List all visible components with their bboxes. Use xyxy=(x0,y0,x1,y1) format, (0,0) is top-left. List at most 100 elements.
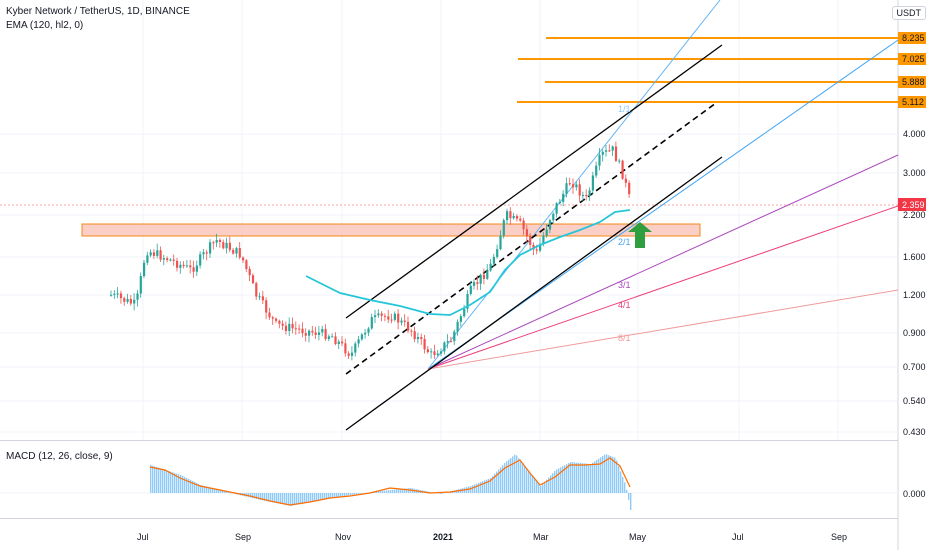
candle-body xyxy=(196,266,198,272)
candle-body xyxy=(536,249,538,250)
time-label-sep-2: Sep xyxy=(831,532,847,542)
macd-hist-bar xyxy=(304,493,305,503)
candle-body xyxy=(344,343,346,353)
candle-body xyxy=(249,269,251,275)
candle-body xyxy=(235,248,237,254)
macd-hist-bar xyxy=(630,493,631,510)
macd-hist-bar xyxy=(536,481,537,493)
candle-body xyxy=(133,300,135,304)
candle-body xyxy=(476,282,478,284)
time-label-nov: Nov xyxy=(335,532,352,542)
fan-line-8-1 xyxy=(428,290,898,369)
macd-hist-bar xyxy=(392,490,393,493)
candle-body xyxy=(433,351,435,355)
candle-body xyxy=(308,331,310,336)
time-axis-svg[interactable]: Jul Sep Nov 2021 Mar May Jul Sep xyxy=(0,518,932,550)
last-price-tag: 2.359 xyxy=(902,200,925,210)
ema-legend[interactable]: EMA (120, hl2, 0) xyxy=(6,19,83,33)
candle-body xyxy=(420,337,422,339)
candle-body xyxy=(252,275,254,283)
time-axis[interactable]: Jul Sep Nov 2021 Mar May Jul Sep xyxy=(0,518,932,550)
candle-body xyxy=(440,351,442,353)
candle-body xyxy=(486,270,488,278)
candle-body xyxy=(404,321,406,322)
candle-body xyxy=(315,332,317,335)
macd-hist-bar xyxy=(166,470,167,493)
candle-body xyxy=(301,329,303,333)
macd-legend[interactable]: MACD (12, 26, close, 9) xyxy=(6,450,113,464)
macd-hist-bar xyxy=(390,490,391,493)
currency-button[interactable]: USDT xyxy=(892,6,927,20)
macd-hist-bar xyxy=(588,464,589,493)
macd-hist-bar xyxy=(532,476,533,493)
price-pane[interactable]: 1/1 2/1 3/1 4/1 8/1 4.000 3.000 2.200 1.… xyxy=(0,0,932,440)
macd-hist-bar xyxy=(506,461,507,493)
macd-hist-bar xyxy=(308,493,309,502)
candle-body xyxy=(120,293,122,298)
macd-hist-bar xyxy=(576,463,577,493)
level-tag-8235: 8.235 xyxy=(902,33,925,43)
price-tick: 0.900 xyxy=(903,328,926,338)
price-chart[interactable]: 1/1 2/1 3/1 4/1 8/1 4.000 3.000 2.200 1.… xyxy=(0,0,932,440)
candle-body xyxy=(585,195,587,196)
time-label-2021: 2021 xyxy=(433,532,453,542)
candle-body xyxy=(493,257,495,264)
candle-body xyxy=(216,240,218,243)
macd-hist-bar xyxy=(472,485,473,493)
candle-body xyxy=(602,152,604,155)
candle-body xyxy=(278,321,280,324)
candle-body xyxy=(506,211,508,220)
macd-hist-bar xyxy=(622,477,623,493)
macd-hist-bar xyxy=(342,493,343,496)
macd-hist-bar xyxy=(278,493,279,504)
candle-body xyxy=(523,221,525,230)
macd-hist-bar xyxy=(572,462,573,493)
candle-body xyxy=(202,252,204,254)
macd-hist-bar xyxy=(312,493,313,502)
gann-fan[interactable] xyxy=(428,0,898,369)
macd-hist-bar xyxy=(540,486,541,493)
candle-body xyxy=(331,336,333,337)
candle-body xyxy=(127,299,129,302)
macd-hist-bar xyxy=(578,463,579,493)
candle-body xyxy=(546,230,548,236)
candle-body xyxy=(526,229,528,236)
symbol-legend[interactable]: Kyber Network / TetherUS, 1D, BINANCE xyxy=(6,5,190,19)
support-zone[interactable] xyxy=(82,224,700,236)
macd-hist-bar xyxy=(558,468,559,493)
macd-hist-bar xyxy=(296,493,297,505)
candle-body xyxy=(226,243,228,248)
candle-body xyxy=(140,276,142,293)
macd-hist-bar xyxy=(294,493,295,505)
macd-histogram xyxy=(150,454,631,510)
macd-hist-bar xyxy=(592,463,593,493)
candle-body xyxy=(338,342,340,344)
macd-hist-bar xyxy=(522,464,523,493)
candle-body xyxy=(143,263,145,276)
candle-body xyxy=(516,216,518,219)
candle-body xyxy=(427,349,429,352)
macd-hist-bar xyxy=(226,492,227,493)
candle-body xyxy=(572,184,574,187)
macd-pane[interactable]: 0.000 MACD (12, 26, close, 9) xyxy=(0,440,932,518)
price-tick: 1.200 xyxy=(903,290,926,300)
fan-label-2-1: 2/1 xyxy=(618,237,631,247)
price-tick: 0.540 xyxy=(903,396,926,406)
macd-chart[interactable]: 0.000 xyxy=(0,440,932,518)
resistance-levels[interactable] xyxy=(517,38,898,102)
price-axis[interactable]: 4.000 3.000 2.200 1.600 1.200 0.900 0.70… xyxy=(903,129,926,437)
candle-body xyxy=(503,220,505,235)
macd-hist-bar xyxy=(570,462,571,493)
macd-hist-bar xyxy=(584,463,585,493)
level-tags: 8.235 7.025 5.888 5.112 2.359 xyxy=(898,32,926,211)
candle-body xyxy=(219,240,221,242)
candle-body xyxy=(183,265,185,266)
macd-hist-bar xyxy=(520,461,521,493)
macd-hist-bar xyxy=(350,493,351,495)
macd-hist-bar xyxy=(280,493,281,504)
candle-body xyxy=(367,329,369,333)
macd-hist-bar xyxy=(172,472,173,493)
candle-body xyxy=(513,216,515,218)
macd-hist-bar xyxy=(360,493,361,494)
